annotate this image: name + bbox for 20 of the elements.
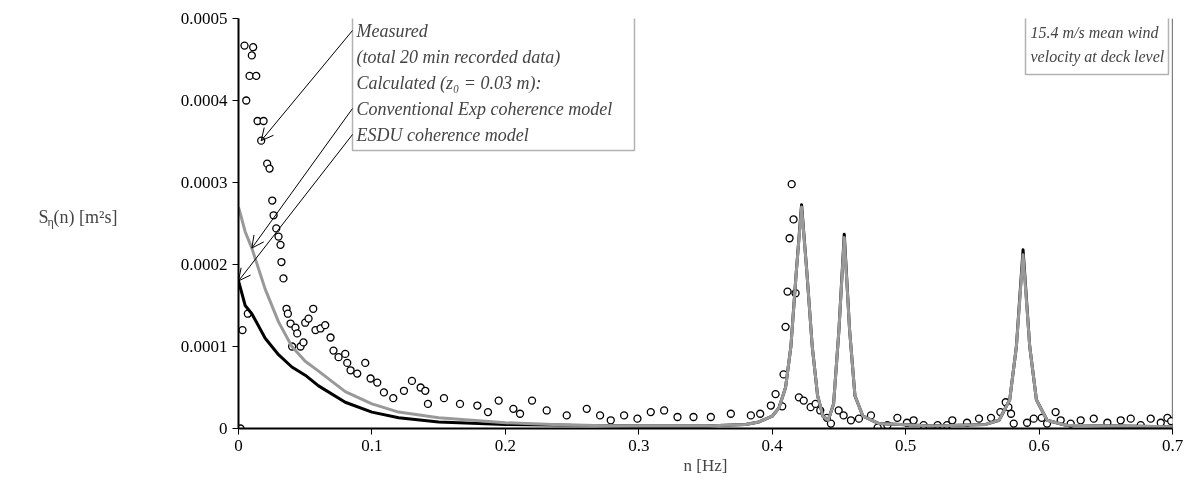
x-tick-label: 0.4: [761, 435, 784, 455]
y-tick-label: 0.0005: [180, 9, 228, 28]
y-tick-label: 0.0002: [180, 255, 228, 274]
x-tick-label: 0.2: [494, 435, 516, 455]
y-tick-label: 0: [219, 419, 228, 438]
y-tick-label: 0.0004: [180, 91, 228, 110]
x-tick-label: 0.6: [1028, 435, 1050, 455]
y-tick-label: 0.0003: [180, 173, 228, 192]
annotation: Calculated (z₀ = 0.03 m):: [356, 72, 542, 94]
x-tick-label: 0.7: [1161, 435, 1184, 455]
annotation: Conventional Exp coherence model: [356, 98, 613, 119]
x-tick-label: 0.3: [628, 435, 650, 455]
annotation: ESDU coherence model: [355, 124, 529, 145]
x-tick-label: 0: [234, 435, 243, 455]
y-tick-label: 0.0001: [180, 337, 228, 356]
x-axis-title: n [Hz]: [683, 455, 728, 475]
x-tick-label: 0.1: [361, 435, 383, 455]
x-tick-label: 0.5: [895, 435, 917, 455]
annotation: 15.4 m/s mean wind velocity at deck level: [1030, 24, 1165, 66]
annotation: Measured (total 20 min recorded data): [355, 20, 561, 68]
